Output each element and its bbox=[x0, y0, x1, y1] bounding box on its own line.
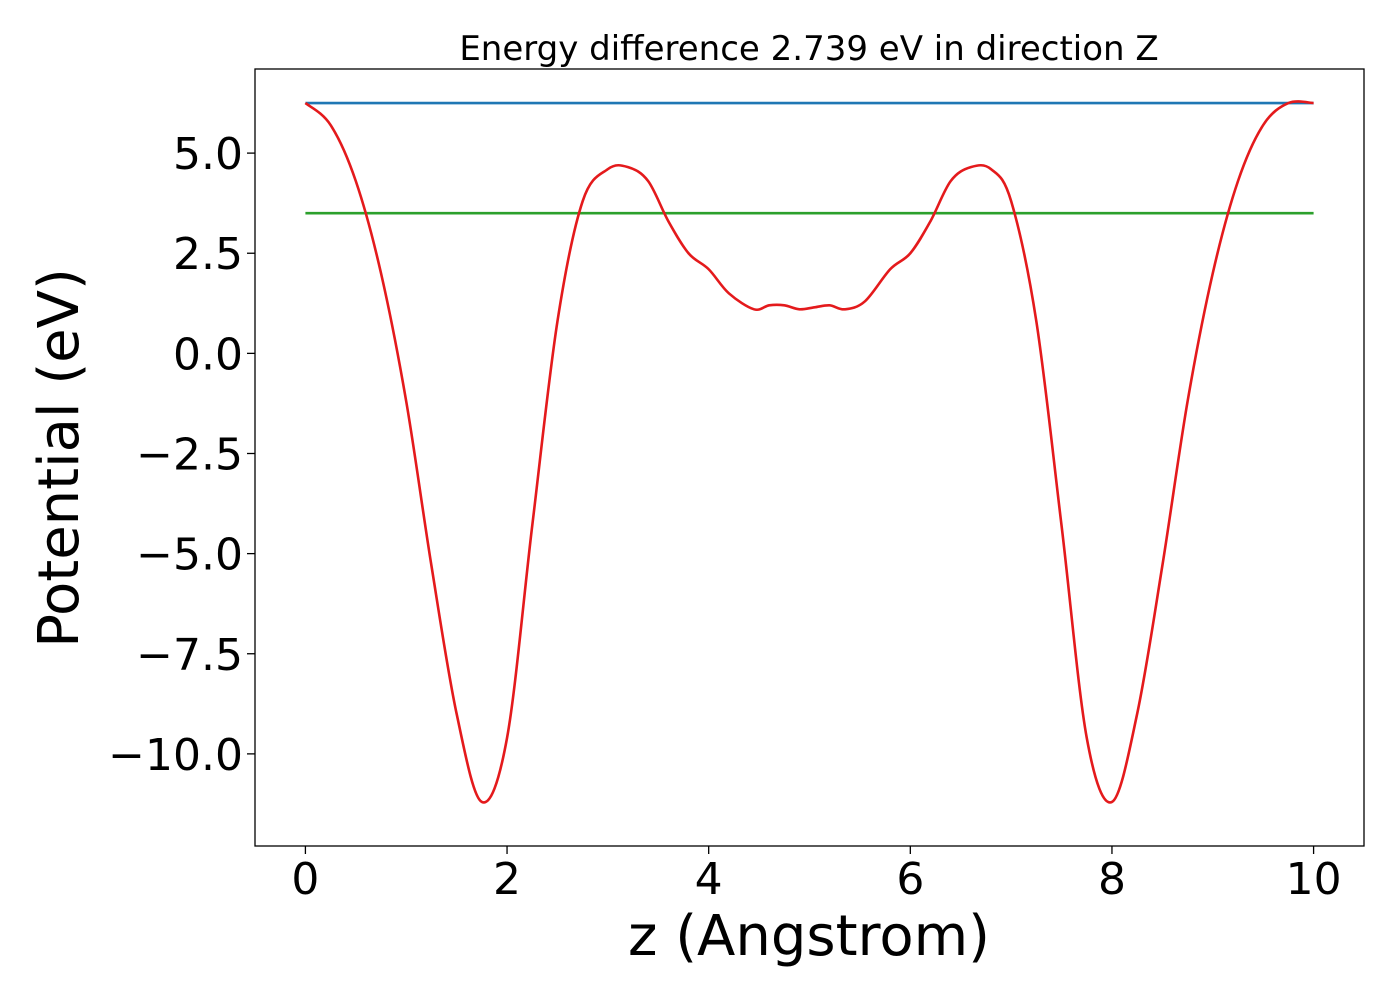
y-tick-label: 0.0 bbox=[173, 329, 243, 380]
potential-curve bbox=[304, 100, 1314, 804]
x-tick-label: 10 bbox=[1286, 854, 1342, 905]
x-tick-label: 6 bbox=[896, 854, 924, 905]
y-tick-label: −10.0 bbox=[108, 730, 243, 781]
y-tick-label: 5.0 bbox=[173, 129, 243, 180]
x-tick-label: 0 bbox=[291, 854, 319, 905]
x-tick-label: 2 bbox=[493, 854, 521, 905]
y-tick-label: −5.0 bbox=[136, 530, 243, 581]
series-layer bbox=[304, 100, 1314, 804]
plot-area bbox=[254, 68, 1365, 847]
y-axis: 5.0 2.5 0.0 −2.5 −5.0 −7.5 −10.0 bbox=[108, 129, 255, 781]
y-tick-label: −2.5 bbox=[136, 429, 243, 480]
x-tick-label: 4 bbox=[695, 854, 723, 905]
x-tick-label: 8 bbox=[1098, 854, 1126, 905]
y-axis-label: Potential (eV) bbox=[27, 268, 92, 648]
y-tick-label: 2.5 bbox=[173, 229, 243, 280]
x-axis-label: z (Angstrom) bbox=[628, 904, 990, 969]
x-axis: 0 2 4 6 8 10 bbox=[291, 846, 1342, 905]
y-tick-label: −7.5 bbox=[136, 630, 243, 681]
chart-title: Energy difference 2.739 eV in direction … bbox=[459, 29, 1158, 69]
